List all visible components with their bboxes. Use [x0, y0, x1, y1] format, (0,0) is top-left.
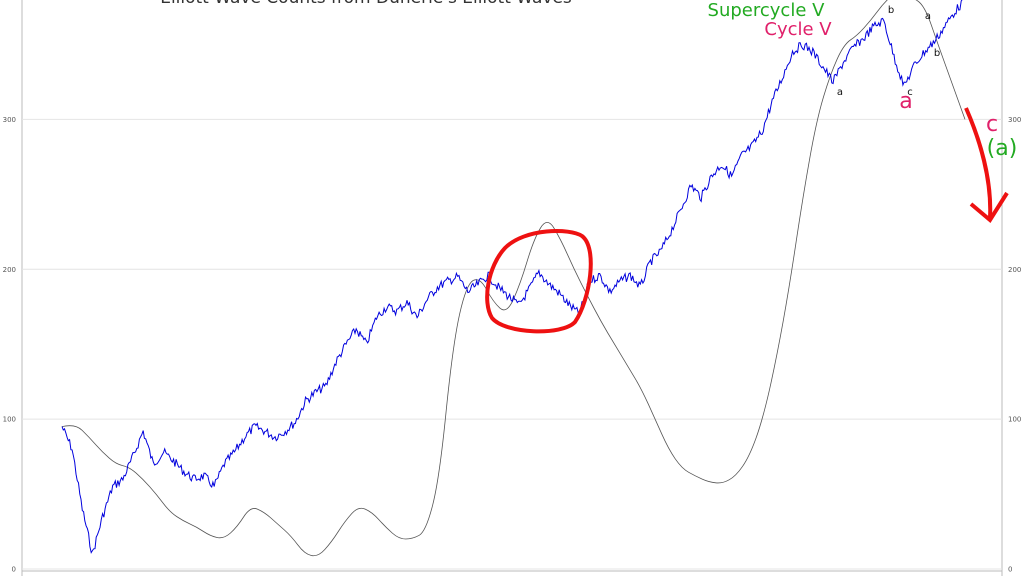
down-arrow	[964, 107, 993, 219]
label-a-cycle: a	[899, 89, 912, 114]
chart-title: Elliott Wave Counts from Dunerie's Ellio…	[160, 0, 572, 8]
y-tick-right-0: 0	[1008, 566, 1012, 574]
label-c-small: c	[907, 87, 913, 98]
label-b-top: b	[888, 5, 894, 16]
label-a-supercycle: (a)	[987, 136, 1018, 161]
label-c-cycle: c	[986, 112, 998, 137]
y-tick-labels: 0 0 100 100 200 200 300 300	[3, 116, 1022, 574]
series-price-line	[61, 0, 963, 554]
y-tick-right-200: 200	[1008, 266, 1021, 274]
y-tick-left-0: 0	[12, 566, 16, 574]
label-a-top: a	[925, 11, 931, 22]
label-b-right: b	[934, 48, 940, 59]
series-oscillator-line	[61, 0, 966, 557]
y-tick-left-200: 200	[3, 266, 16, 274]
label-a-low: a	[837, 87, 843, 98]
y-tick-right-100: 100	[1008, 416, 1021, 424]
y-tick-right-300: 300	[1008, 116, 1021, 124]
label-cycle-v: Cycle V	[764, 19, 832, 40]
label-supercycle-v: Supercycle V	[708, 0, 826, 21]
y-tick-left-300: 300	[3, 116, 16, 124]
y-tick-left-100: 100	[3, 416, 16, 424]
arrow-head	[969, 191, 1009, 224]
highlight-circle	[485, 229, 593, 334]
gridlines	[22, 118, 1002, 570]
